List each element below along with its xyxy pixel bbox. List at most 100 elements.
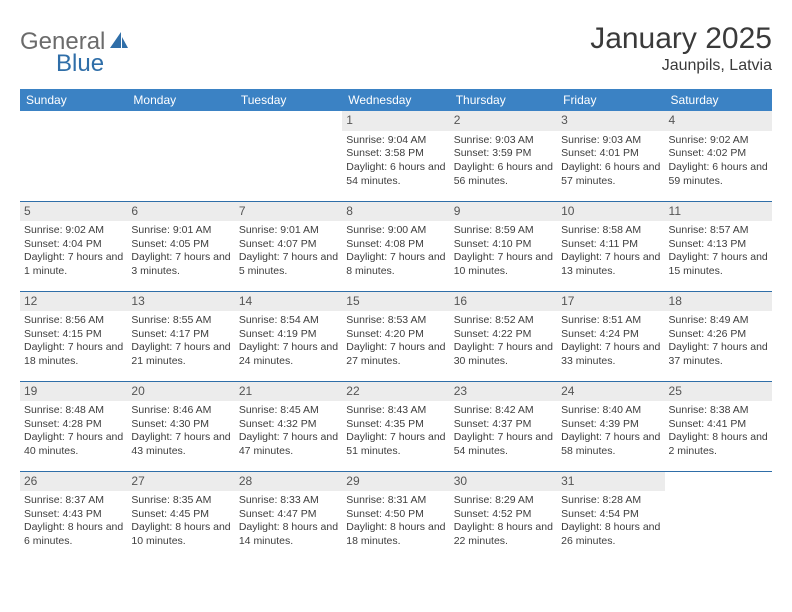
daylight-text: Daylight: 7 hours and 40 minutes. xyxy=(24,431,123,458)
cell-content: Sunrise: 8:48 AMSunset: 4:28 PMDaylight:… xyxy=(24,404,123,459)
day-number: 17 xyxy=(557,292,664,312)
daylight-text: Daylight: 7 hours and 5 minutes. xyxy=(239,251,338,278)
calendar-cell: 19Sunrise: 8:48 AMSunset: 4:28 PMDayligh… xyxy=(20,381,127,471)
daylight-text: Daylight: 7 hours and 10 minutes. xyxy=(454,251,553,278)
cell-content: Sunrise: 8:35 AMSunset: 4:45 PMDaylight:… xyxy=(131,494,230,549)
sunset-text: Sunset: 4:01 PM xyxy=(561,147,660,161)
sunset-text: Sunset: 4:26 PM xyxy=(669,328,768,342)
day-number: 26 xyxy=(20,472,127,492)
sunset-text: Sunset: 4:02 PM xyxy=(669,147,768,161)
cell-content: Sunrise: 8:33 AMSunset: 4:47 PMDaylight:… xyxy=(239,494,338,549)
sunset-text: Sunset: 4:47 PM xyxy=(239,508,338,522)
cell-content: Sunrise: 8:29 AMSunset: 4:52 PMDaylight:… xyxy=(454,494,553,549)
sunset-text: Sunset: 4:54 PM xyxy=(561,508,660,522)
sunset-text: Sunset: 4:32 PM xyxy=(239,418,338,432)
day-number xyxy=(665,472,772,492)
calendar-cell: 30Sunrise: 8:29 AMSunset: 4:52 PMDayligh… xyxy=(450,471,557,561)
sunrise-text: Sunrise: 8:57 AM xyxy=(669,224,768,238)
day-header: Monday xyxy=(127,89,234,111)
day-number: 20 xyxy=(127,382,234,402)
sunset-text: Sunset: 4:17 PM xyxy=(131,328,230,342)
sunrise-text: Sunrise: 9:03 AM xyxy=(454,134,553,148)
daylight-text: Daylight: 7 hours and 37 minutes. xyxy=(669,341,768,368)
calendar-cell: 20Sunrise: 8:46 AMSunset: 4:30 PMDayligh… xyxy=(127,381,234,471)
daylight-text: Daylight: 8 hours and 14 minutes. xyxy=(239,521,338,548)
cell-content: Sunrise: 8:53 AMSunset: 4:20 PMDaylight:… xyxy=(346,314,445,369)
cell-content: Sunrise: 9:02 AMSunset: 4:02 PMDaylight:… xyxy=(669,134,768,189)
daylight-text: Daylight: 7 hours and 15 minutes. xyxy=(669,251,768,278)
calendar-cell: 6Sunrise: 9:01 AMSunset: 4:05 PMDaylight… xyxy=(127,201,234,291)
sunrise-text: Sunrise: 9:02 AM xyxy=(669,134,768,148)
sunrise-text: Sunrise: 8:29 AM xyxy=(454,494,553,508)
calendar-cell: 2Sunrise: 9:03 AMSunset: 3:59 PMDaylight… xyxy=(450,111,557,201)
calendar-week: 1Sunrise: 9:04 AMSunset: 3:58 PMDaylight… xyxy=(20,111,772,201)
day-header: Sunday xyxy=(20,89,127,111)
daylight-text: Daylight: 7 hours and 18 minutes. xyxy=(24,341,123,368)
sunset-text: Sunset: 4:22 PM xyxy=(454,328,553,342)
sunset-text: Sunset: 4:52 PM xyxy=(454,508,553,522)
calendar-cell xyxy=(20,111,127,201)
day-number: 29 xyxy=(342,472,449,492)
sunrise-text: Sunrise: 8:53 AM xyxy=(346,314,445,328)
calendar-week: 12Sunrise: 8:56 AMSunset: 4:15 PMDayligh… xyxy=(20,291,772,381)
calendar-cell: 17Sunrise: 8:51 AMSunset: 4:24 PMDayligh… xyxy=(557,291,664,381)
cell-content: Sunrise: 8:51 AMSunset: 4:24 PMDaylight:… xyxy=(561,314,660,369)
daylight-text: Daylight: 7 hours and 27 minutes. xyxy=(346,341,445,368)
sunset-text: Sunset: 4:37 PM xyxy=(454,418,553,432)
day-header: Tuesday xyxy=(235,89,342,111)
calendar-cell: 16Sunrise: 8:52 AMSunset: 4:22 PMDayligh… xyxy=(450,291,557,381)
sunrise-text: Sunrise: 8:35 AM xyxy=(131,494,230,508)
calendar-cell: 9Sunrise: 8:59 AMSunset: 4:10 PMDaylight… xyxy=(450,201,557,291)
sunrise-text: Sunrise: 8:51 AM xyxy=(561,314,660,328)
sunset-text: Sunset: 4:11 PM xyxy=(561,238,660,252)
day-number: 6 xyxy=(127,202,234,222)
daylight-text: Daylight: 7 hours and 51 minutes. xyxy=(346,431,445,458)
day-number: 22 xyxy=(342,382,449,402)
day-number: 23 xyxy=(450,382,557,402)
calendar-head: SundayMondayTuesdayWednesdayThursdayFrid… xyxy=(20,89,772,111)
sunrise-text: Sunrise: 8:54 AM xyxy=(239,314,338,328)
calendar-cell: 28Sunrise: 8:33 AMSunset: 4:47 PMDayligh… xyxy=(235,471,342,561)
daylight-text: Daylight: 7 hours and 54 minutes. xyxy=(454,431,553,458)
daylight-text: Daylight: 7 hours and 58 minutes. xyxy=(561,431,660,458)
sunrise-text: Sunrise: 9:03 AM xyxy=(561,134,660,148)
calendar-cell: 5Sunrise: 9:02 AMSunset: 4:04 PMDaylight… xyxy=(20,201,127,291)
day-number: 16 xyxy=(450,292,557,312)
cell-content: Sunrise: 8:40 AMSunset: 4:39 PMDaylight:… xyxy=(561,404,660,459)
day-number: 2 xyxy=(450,111,557,131)
day-number: 27 xyxy=(127,472,234,492)
day-number: 18 xyxy=(665,292,772,312)
cell-content: Sunrise: 8:49 AMSunset: 4:26 PMDaylight:… xyxy=(669,314,768,369)
calendar-cell: 15Sunrise: 8:53 AMSunset: 4:20 PMDayligh… xyxy=(342,291,449,381)
calendar-cell: 27Sunrise: 8:35 AMSunset: 4:45 PMDayligh… xyxy=(127,471,234,561)
daylight-text: Daylight: 8 hours and 2 minutes. xyxy=(669,431,768,458)
cell-content: Sunrise: 9:04 AMSunset: 3:58 PMDaylight:… xyxy=(346,134,445,189)
day-number: 10 xyxy=(557,202,664,222)
day-number: 25 xyxy=(665,382,772,402)
cell-content: Sunrise: 8:55 AMSunset: 4:17 PMDaylight:… xyxy=(131,314,230,369)
calendar-cell: 4Sunrise: 9:02 AMSunset: 4:02 PMDaylight… xyxy=(665,111,772,201)
sunrise-text: Sunrise: 8:59 AM xyxy=(454,224,553,238)
cell-content: Sunrise: 8:56 AMSunset: 4:15 PMDaylight:… xyxy=(24,314,123,369)
daylight-text: Daylight: 7 hours and 43 minutes. xyxy=(131,431,230,458)
day-header: Saturday xyxy=(665,89,772,111)
calendar-cell: 7Sunrise: 9:01 AMSunset: 4:07 PMDaylight… xyxy=(235,201,342,291)
calendar-cell xyxy=(235,111,342,201)
sunset-text: Sunset: 4:39 PM xyxy=(561,418,660,432)
day-number: 31 xyxy=(557,472,664,492)
sunset-text: Sunset: 4:19 PM xyxy=(239,328,338,342)
daylight-text: Daylight: 7 hours and 21 minutes. xyxy=(131,341,230,368)
calendar-cell: 3Sunrise: 9:03 AMSunset: 4:01 PMDaylight… xyxy=(557,111,664,201)
sunrise-text: Sunrise: 8:28 AM xyxy=(561,494,660,508)
cell-content: Sunrise: 8:59 AMSunset: 4:10 PMDaylight:… xyxy=(454,224,553,279)
cell-content: Sunrise: 8:58 AMSunset: 4:11 PMDaylight:… xyxy=(561,224,660,279)
sunrise-text: Sunrise: 8:43 AM xyxy=(346,404,445,418)
sunrise-text: Sunrise: 9:01 AM xyxy=(131,224,230,238)
day-header-row: SundayMondayTuesdayWednesdayThursdayFrid… xyxy=(20,89,772,111)
sunset-text: Sunset: 4:50 PM xyxy=(346,508,445,522)
cell-content: Sunrise: 9:01 AMSunset: 4:07 PMDaylight:… xyxy=(239,224,338,279)
sunrise-text: Sunrise: 8:33 AM xyxy=(239,494,338,508)
sunset-text: Sunset: 4:30 PM xyxy=(131,418,230,432)
calendar-cell: 29Sunrise: 8:31 AMSunset: 4:50 PMDayligh… xyxy=(342,471,449,561)
day-number: 24 xyxy=(557,382,664,402)
